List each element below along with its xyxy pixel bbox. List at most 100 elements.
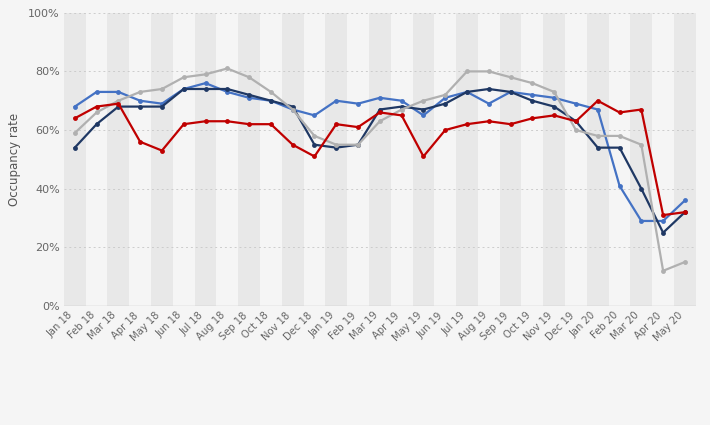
- Asia Pacific: [659, 218, 667, 224]
- Middle East and Africa: [616, 110, 624, 115]
- Bar: [173, 13, 195, 306]
- Bar: [325, 13, 347, 306]
- Bar: [151, 13, 173, 306]
- Middle East and Africa: [398, 113, 406, 118]
- Asia Pacific: [92, 89, 101, 94]
- Bar: [565, 13, 587, 306]
- Americas: [223, 86, 231, 91]
- Bar: [347, 13, 369, 306]
- Americas: [484, 86, 493, 91]
- Middle East and Africa: [267, 122, 275, 127]
- Middle East and Africa: [245, 122, 253, 127]
- Middle East and Africa: [332, 122, 341, 127]
- Europe: [681, 259, 689, 264]
- Americas: [92, 122, 101, 127]
- Asia Pacific: [136, 98, 144, 103]
- Bar: [217, 13, 239, 306]
- Line: Europe: Europe: [72, 66, 687, 273]
- Bar: [260, 13, 282, 306]
- Europe: [616, 133, 624, 139]
- Bar: [195, 13, 217, 306]
- Asia Pacific: [594, 107, 602, 112]
- Asia Pacific: [376, 95, 384, 100]
- Europe: [180, 75, 188, 80]
- Americas: [594, 145, 602, 150]
- Americas: [616, 145, 624, 150]
- Americas: [463, 89, 471, 94]
- Americas: [659, 230, 667, 235]
- Europe: [376, 119, 384, 124]
- Bar: [282, 13, 304, 306]
- Americas: [637, 186, 645, 191]
- Bar: [239, 13, 260, 306]
- Middle East and Africa: [288, 142, 297, 147]
- Americas: [376, 107, 384, 112]
- Americas: [550, 104, 559, 109]
- Europe: [398, 107, 406, 112]
- Asia Pacific: [528, 92, 537, 97]
- Middle East and Africa: [419, 154, 427, 159]
- Asia Pacific: [637, 218, 645, 224]
- Bar: [521, 13, 543, 306]
- Americas: [398, 104, 406, 109]
- Americas: [288, 104, 297, 109]
- Middle East and Africa: [158, 148, 166, 153]
- Americas: [136, 104, 144, 109]
- Europe: [441, 92, 449, 97]
- Middle East and Africa: [201, 119, 209, 124]
- Americas: [354, 142, 362, 147]
- Europe: [158, 86, 166, 91]
- Europe: [354, 142, 362, 147]
- Europe: [463, 69, 471, 74]
- Bar: [456, 13, 478, 306]
- Middle East and Africa: [70, 116, 79, 121]
- Europe: [136, 89, 144, 94]
- Europe: [201, 72, 209, 77]
- Asia Pacific: [310, 113, 319, 118]
- Asia Pacific: [288, 107, 297, 112]
- Americas: [201, 86, 209, 91]
- Middle East and Africa: [572, 119, 580, 124]
- Asia Pacific: [267, 98, 275, 103]
- Americas: [114, 104, 123, 109]
- Bar: [64, 13, 86, 306]
- Americas: [267, 98, 275, 103]
- Asia Pacific: [201, 81, 209, 86]
- Americas: [180, 86, 188, 91]
- Middle East and Africa: [376, 110, 384, 115]
- Europe: [419, 98, 427, 103]
- Bar: [129, 13, 151, 306]
- Bar: [674, 13, 696, 306]
- Americas: [419, 107, 427, 112]
- Americas: [245, 92, 253, 97]
- Asia Pacific: [223, 89, 231, 94]
- Europe: [267, 89, 275, 94]
- Middle East and Africa: [637, 107, 645, 112]
- Europe: [659, 268, 667, 273]
- Middle East and Africa: [484, 119, 493, 124]
- Middle East and Africa: [659, 212, 667, 218]
- Line: Americas: Americas: [72, 87, 687, 235]
- Middle East and Africa: [506, 122, 515, 127]
- Europe: [310, 133, 319, 139]
- Bar: [369, 13, 390, 306]
- Asia Pacific: [180, 86, 188, 91]
- Bar: [500, 13, 521, 306]
- Americas: [158, 104, 166, 109]
- Middle East and Africa: [223, 119, 231, 124]
- Asia Pacific: [354, 101, 362, 106]
- Europe: [245, 75, 253, 80]
- Middle East and Africa: [354, 125, 362, 130]
- Middle East and Africa: [441, 128, 449, 133]
- Bar: [435, 13, 456, 306]
- Middle East and Africa: [528, 116, 537, 121]
- Y-axis label: Occupancy rate: Occupancy rate: [8, 113, 21, 206]
- Europe: [550, 89, 559, 94]
- Americas: [681, 210, 689, 215]
- Middle East and Africa: [550, 113, 559, 118]
- Bar: [587, 13, 608, 306]
- Asia Pacific: [681, 198, 689, 203]
- Asia Pacific: [332, 98, 341, 103]
- Line: Asia Pacific: Asia Pacific: [72, 81, 687, 224]
- Asia Pacific: [398, 98, 406, 103]
